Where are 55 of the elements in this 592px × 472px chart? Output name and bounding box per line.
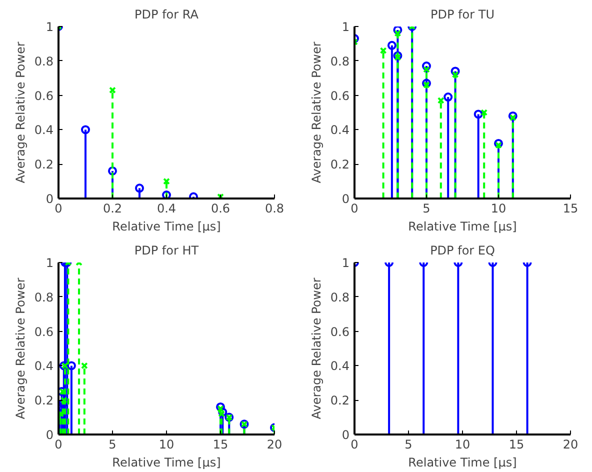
y-tick-label: 0.4 — [34, 123, 54, 138]
y-axis-title: Average Relative Power — [309, 42, 324, 184]
x-tick-label: 15 — [508, 438, 524, 452]
x-tick-label: 0.8 — [264, 202, 284, 216]
y-tick-label: 0 — [46, 192, 54, 206]
x-axis-title: Relative Time [µs] — [408, 456, 517, 470]
x-tick-label: 5 — [108, 438, 116, 452]
y-tick-label: 0 — [46, 428, 54, 442]
chart-title: PDP for EQ — [430, 244, 495, 258]
x-tick-label: 20 — [266, 438, 282, 452]
y-tick-label: 0 — [342, 192, 350, 206]
x-tick-label: 20 — [562, 438, 578, 452]
chart-title: PDP for TU — [430, 8, 494, 22]
x-tick-label: 0.2 — [102, 202, 122, 216]
x-axis-title: Relative Time [µs] — [408, 220, 517, 234]
x-tick-label: 0 — [54, 438, 62, 452]
x-tick-label: 10 — [158, 438, 174, 452]
y-tick-label: 1 — [342, 20, 350, 34]
x-tick-label: 15 — [212, 438, 228, 452]
y-tick-label: 1 — [46, 20, 54, 34]
y-tick-label: 0.6 — [34, 88, 54, 103]
x-tick-label: 5 — [422, 202, 430, 216]
y-tick-label: 1 — [342, 256, 350, 270]
y-tick-label: 0.8 — [34, 290, 54, 304]
x-tick-label: 10 — [490, 202, 506, 216]
y-tick-label: 0.2 — [330, 394, 350, 408]
y-tick-label: 0.6 — [330, 324, 350, 339]
chart-title: PDP for RA — [134, 8, 200, 22]
y-tick-label: 0.6 — [34, 324, 54, 339]
x-tick-label: 10 — [454, 438, 470, 452]
x-tick-label: 0.4 — [156, 202, 176, 216]
y-tick-label: 0.4 — [34, 359, 54, 374]
chart-title: PDP for HT — [134, 244, 200, 258]
x-axis-title: Relative Time [µs] — [112, 456, 221, 470]
y-axis-title: Average Relative Power — [13, 278, 28, 420]
y-tick-label: 0.2 — [330, 158, 350, 172]
y-tick-label: 0.6 — [330, 88, 350, 103]
x-tick-label: 0 — [350, 438, 358, 452]
x-tick-label: 0.6 — [210, 202, 230, 216]
x-tick-label: 0 — [54, 202, 62, 216]
y-axis-title: Average Relative Power — [309, 278, 324, 420]
y-tick-label: 0.2 — [34, 394, 54, 408]
y-tick-label: 0.8 — [330, 54, 350, 68]
y-tick-label: 0.8 — [330, 290, 350, 304]
y-axis-title: Average Relative Power — [13, 42, 28, 184]
x-tick-label: 15 — [562, 202, 578, 216]
y-tick-label: 0.4 — [330, 123, 350, 138]
y-tick-label: 0.2 — [34, 158, 54, 172]
x-tick-label: 0 — [350, 202, 358, 216]
y-tick-label: 0 — [342, 428, 350, 442]
y-tick-label: 0.4 — [330, 359, 350, 374]
y-tick-label: 0.8 — [34, 54, 54, 68]
x-axis-title: Relative Time [µs] — [112, 220, 221, 234]
x-tick-label: 5 — [404, 438, 412, 452]
y-tick-label: 1 — [46, 256, 54, 270]
